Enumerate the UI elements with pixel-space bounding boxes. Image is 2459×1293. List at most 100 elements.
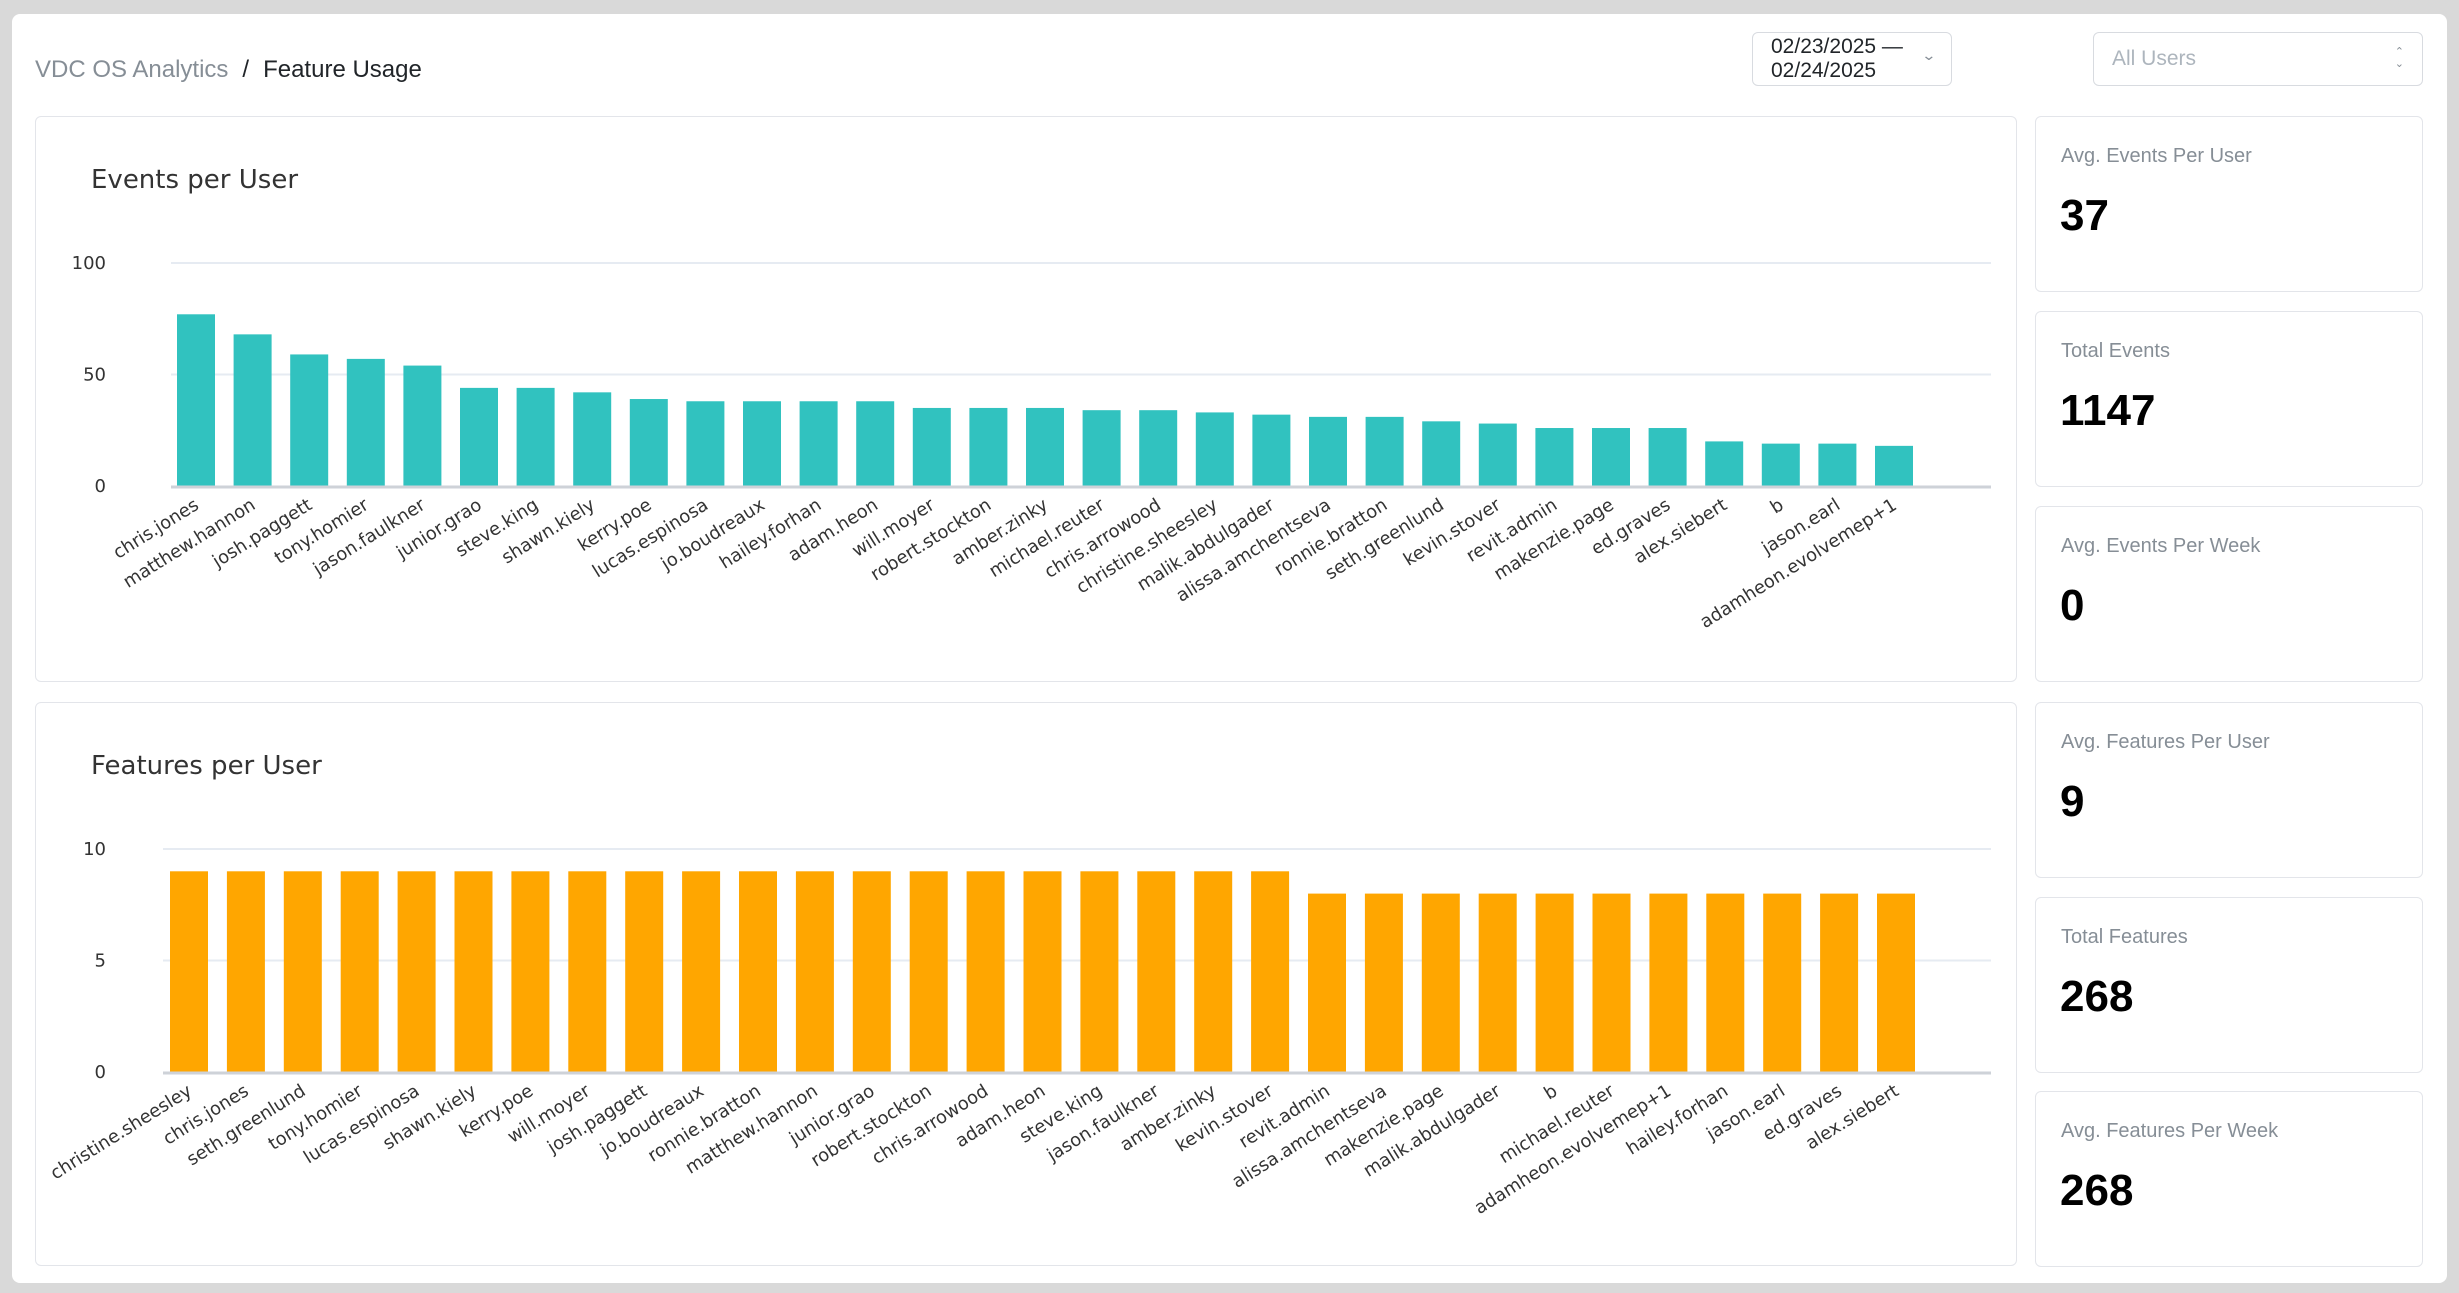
user-select[interactable]: All Users ⌃ ⌄: [2093, 32, 2423, 86]
bar-jason.earl: [1818, 443, 1857, 486]
bar-christine.sheesley: [170, 871, 208, 1072]
bar-adam.heon: [856, 401, 895, 486]
stat-value: 1147: [2060, 386, 2156, 435]
events-per-user-card: Events per User 0 50 100 chris.jones matthew…: [35, 116, 2017, 682]
chevron-down-icon: ⌄: [1921, 47, 1937, 63]
date-range-value: 02/23/2025 — 02/24/2025: [1771, 35, 1903, 82]
up-down-arrows-icon: ⌃ ⌄: [2394, 46, 2404, 70]
bar-makenzie.page: [1592, 428, 1630, 486]
stat-value: 268: [2060, 972, 2134, 1021]
bar-christine.sheesley: [1195, 412, 1234, 486]
x-tick-label: b: [1540, 1080, 1561, 1104]
stat-card-avg-features-per-week: Avg. Features Per Week 268: [2035, 1091, 2423, 1267]
bar-chris.arrowood: [966, 871, 1005, 1072]
bar-junior.grao: [460, 387, 498, 486]
bar-hailey.forhan: [799, 401, 838, 486]
bar-kerry.poe: [629, 399, 668, 486]
bar-steve.king: [516, 387, 555, 486]
bar-lucas.espinosa: [686, 401, 725, 486]
bar-seth.greenlund: [283, 871, 322, 1072]
bar-robert.stockton: [909, 871, 948, 1072]
breadcrumb-separator: /: [242, 56, 250, 83]
stat-label: Total Events: [2061, 340, 2170, 362]
page-container: VDC OS Analytics / Feature Usage 02/23/2…: [12, 14, 2447, 1283]
stat-label: Avg. Events Per Week: [2061, 535, 2261, 557]
bar-hailey.forhan: [1706, 893, 1745, 1072]
bar-chris.arrowood: [1139, 410, 1178, 486]
bar-jason.earl: [1763, 893, 1802, 1072]
bar-ed.graves: [1648, 428, 1687, 486]
y-tick-label: 0: [95, 1062, 106, 1083]
stat-card-avg-events-per-user: Avg. Events Per User 37: [2035, 116, 2423, 292]
stat-value: 268: [2060, 1166, 2134, 1215]
bar-chris.jones: [226, 871, 265, 1072]
bar-will.moyer: [912, 407, 951, 486]
y-tick-label: 10: [83, 839, 106, 860]
bar-revit.admin: [1308, 893, 1346, 1072]
bar-jason.faulkner: [403, 365, 442, 486]
stat-label: Avg. Features Per User: [2061, 731, 2270, 753]
bar-matthew.hannon: [795, 871, 834, 1072]
bar-amber.zinky: [1026, 407, 1064, 486]
bar-alex.siebert: [1705, 441, 1744, 486]
bar-josh.paggett: [625, 871, 664, 1072]
bar-kerry.poe: [511, 871, 550, 1072]
bar-lucas.espinosa: [397, 871, 436, 1072]
stat-label: Total Features: [2061, 926, 2188, 948]
stat-card-total-features: Total Features 268: [2035, 897, 2423, 1073]
bar-malik.abdulgader: [1478, 893, 1517, 1072]
stat-label: Avg. Events Per User: [2061, 145, 2252, 167]
y-tick-label: 50: [83, 365, 106, 386]
bar-adam.heon: [1023, 871, 1062, 1072]
bar-tony.homier: [346, 358, 385, 486]
features-per-user-card: Features per User 0 5 10 christine.sheesley…: [35, 702, 2017, 1266]
bar-steve.king: [1080, 871, 1119, 1072]
bar-seth.greenlund: [1422, 421, 1461, 486]
breadcrumb-root-link[interactable]: VDC OS Analytics: [35, 56, 229, 83]
bar-malik.abdulgader: [1252, 414, 1291, 486]
bar-alissa.amchentseva: [1309, 416, 1347, 486]
bar-shawn.kiely: [573, 392, 612, 486]
stat-value: 9: [2060, 777, 2085, 826]
bar-ed.graves: [1820, 893, 1859, 1072]
y-tick-label: 0: [95, 476, 106, 497]
bar-michael.reuter: [1592, 893, 1631, 1072]
y-tick-label: 100: [72, 253, 106, 274]
bar-josh.paggett: [290, 354, 329, 486]
chart-title: Features per User: [91, 751, 322, 781]
chart-title: Events per User: [91, 165, 299, 195]
bar-adamheon.evolvemep+1: [1875, 445, 1913, 486]
bar-adamheon.evolvemep+1: [1649, 893, 1688, 1072]
stat-card-avg-features-per-user: Avg. Features Per User 9: [2035, 702, 2423, 878]
bar-matthew.hannon: [233, 334, 272, 486]
bar-revit.admin: [1535, 428, 1574, 486]
bar-alex.siebert: [1877, 893, 1915, 1072]
bar-alissa.amchentseva: [1364, 893, 1403, 1072]
features-per-user-chart: 0510christine.sheesleychris.jonesseth.gr…: [47, 839, 1991, 1219]
bar-makenzie.page: [1421, 893, 1460, 1072]
date-range-picker[interactable]: 02/23/2025 — 02/24/2025 ⌄: [1752, 32, 1952, 86]
user-select-placeholder: All Users: [2112, 47, 2197, 70]
bar-ronnie.bratton: [1365, 416, 1404, 486]
bar-b: [1535, 893, 1574, 1072]
bar-kevin.stover: [1478, 423, 1517, 486]
stat-card-total-events: Total Events 1147: [2035, 311, 2423, 487]
breadcrumb: VDC OS Analytics / Feature Usage: [35, 56, 422, 84]
bar-robert.stockton: [969, 407, 1008, 486]
bar-junior.grao: [852, 871, 891, 1072]
bar-michael.reuter: [1082, 410, 1121, 486]
bar-chris.jones: [177, 314, 215, 486]
bar-jo.boudreaux: [682, 871, 721, 1072]
bar-amber.zinky: [1194, 871, 1233, 1072]
stat-card-avg-events-per-week: Avg. Events Per Week 0: [2035, 506, 2423, 682]
breadcrumb-current-page: Feature Usage: [263, 56, 422, 83]
y-tick-label: 5: [95, 951, 106, 972]
bar-ronnie.bratton: [739, 871, 777, 1072]
bar-jason.faulkner: [1137, 871, 1176, 1072]
bar-shawn.kiely: [454, 871, 493, 1072]
x-tick-label: b: [1767, 494, 1788, 518]
stat-label: Avg. Features Per Week: [2061, 1120, 2279, 1142]
bar-tony.homier: [340, 871, 379, 1072]
bar-kevin.stover: [1251, 871, 1290, 1072]
stat-value: 37: [2060, 191, 2109, 240]
